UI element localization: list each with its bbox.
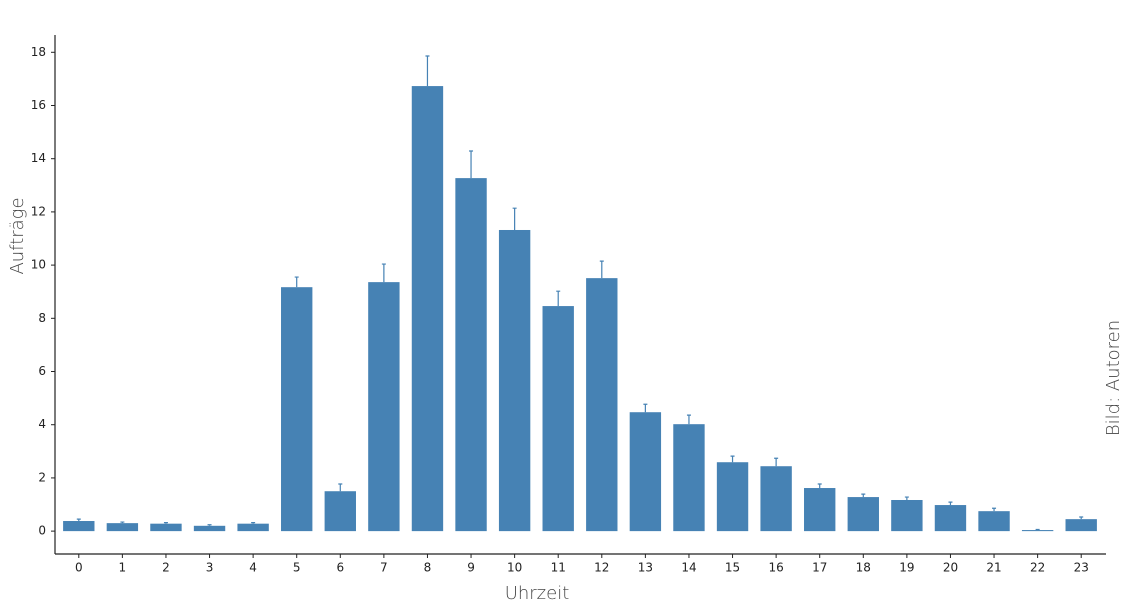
x-tick-label: 1 xyxy=(119,561,127,575)
x-tick-label: 3 xyxy=(206,561,214,575)
y-tick-label: 14 xyxy=(31,151,46,165)
error-bar xyxy=(1035,528,1040,531)
bar xyxy=(716,462,749,532)
bar xyxy=(237,523,269,532)
bar xyxy=(1065,519,1097,532)
x-tick-label: 22 xyxy=(1030,561,1045,575)
bar xyxy=(193,525,226,532)
x-tick-label: 21 xyxy=(986,561,1001,575)
error-bar xyxy=(1079,516,1084,520)
error-bar xyxy=(120,521,125,524)
y-tick-label: 10 xyxy=(31,258,46,272)
x-tick-label: 17 xyxy=(812,561,827,575)
bar xyxy=(542,306,574,532)
y-tick-label: 16 xyxy=(31,98,46,112)
error-bar xyxy=(512,207,517,230)
error-bar xyxy=(904,496,909,500)
x-tick-label: 9 xyxy=(467,561,475,575)
x-tick-label: 13 xyxy=(638,561,653,575)
x-tick-label: 12 xyxy=(594,561,609,575)
bar xyxy=(324,491,356,532)
bar xyxy=(106,523,139,532)
error-bar xyxy=(861,493,866,498)
x-tick-label: 5 xyxy=(293,561,301,575)
y-tick-label: 18 xyxy=(31,45,46,59)
error-bar xyxy=(251,522,256,524)
y-tick-label: 12 xyxy=(31,204,46,218)
bar xyxy=(934,505,967,532)
x-axis-label: Uhrzeit xyxy=(505,583,570,604)
error-bar xyxy=(774,457,779,467)
x-tick-label: 16 xyxy=(768,561,783,575)
bar xyxy=(281,287,313,532)
bar xyxy=(411,86,444,532)
error-bar xyxy=(992,507,997,512)
x-tick-label: 4 xyxy=(249,561,257,575)
bar xyxy=(1021,530,1054,532)
x-tick-label: 20 xyxy=(943,561,958,575)
error-bar xyxy=(207,524,212,526)
x-tick-label: 14 xyxy=(681,561,696,575)
bar xyxy=(978,511,1010,532)
x-tick-label: 15 xyxy=(725,561,740,575)
x-tick-label: 8 xyxy=(424,561,432,575)
error-bar xyxy=(294,276,299,288)
error-bar xyxy=(817,483,822,489)
error-bar xyxy=(948,501,953,506)
bar xyxy=(368,282,400,532)
error-bar xyxy=(76,518,81,522)
bar xyxy=(455,178,487,532)
error-bar xyxy=(686,414,691,425)
bar xyxy=(586,278,618,532)
y-tick-label: 0 xyxy=(38,524,46,538)
bar xyxy=(847,497,879,532)
x-tick-label: 6 xyxy=(336,561,344,575)
y-tick-label: 8 xyxy=(38,311,46,325)
x-tick-label: 19 xyxy=(899,561,914,575)
bar xyxy=(673,424,705,532)
bar xyxy=(150,523,182,532)
error-bar xyxy=(469,150,474,179)
y-tick-label: 6 xyxy=(38,364,46,378)
x-tick-label: 11 xyxy=(551,561,566,575)
bar xyxy=(804,488,836,532)
error-bar xyxy=(381,263,386,283)
bar xyxy=(760,466,792,532)
x-tick-label: 0 xyxy=(75,561,83,575)
bar xyxy=(629,412,662,532)
x-tick-label: 18 xyxy=(856,561,871,575)
error-bar xyxy=(599,260,604,279)
bar xyxy=(891,499,923,532)
x-tick-label: 2 xyxy=(162,561,170,575)
error-bar xyxy=(425,55,430,87)
error-bar xyxy=(730,455,735,463)
y-axis-label: Aufträge xyxy=(7,197,28,274)
x-tick-label: 23 xyxy=(1074,561,1089,575)
credit: Bild: Autoren xyxy=(1103,320,1124,436)
y-tick-label: 2 xyxy=(38,470,46,484)
error-bar xyxy=(643,403,648,413)
error-bar xyxy=(338,483,343,492)
y-tick-label: 4 xyxy=(38,417,46,431)
error-bar xyxy=(556,290,561,307)
bar xyxy=(498,229,531,532)
bar xyxy=(63,521,95,532)
x-tick-label: 10 xyxy=(507,561,522,575)
x-tick-label: 7 xyxy=(380,561,388,575)
error-bar xyxy=(163,522,168,524)
